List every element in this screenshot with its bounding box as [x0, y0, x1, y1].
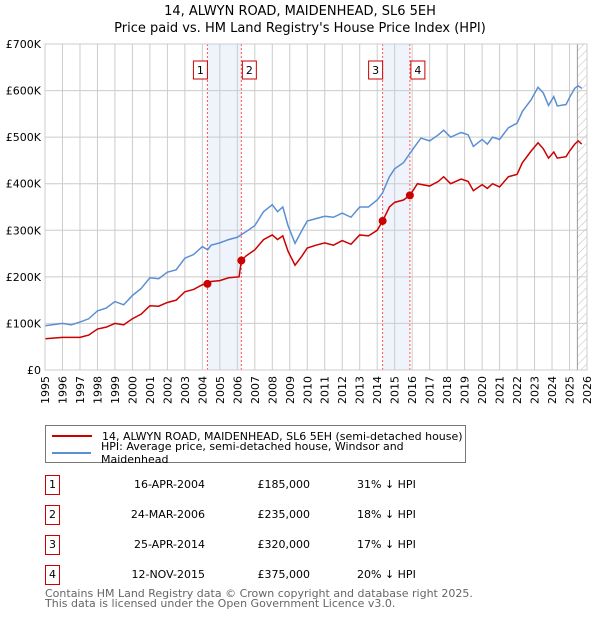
property-price-line [44, 139, 583, 340]
x-tick-label: 2011 [319, 376, 332, 404]
sale-date: 24-MAR-2006 [130, 508, 205, 521]
sale-price: £375,000 [257, 568, 311, 581]
x-tick-label: 2005 [214, 376, 227, 404]
sale-point [378, 216, 387, 225]
shaded-period [207, 44, 242, 370]
sale-label-box [410, 60, 426, 80]
sale-row: 1 16-APR-2004 £185,000 31% ↓ HPI [45, 475, 445, 495]
x-tick-label: 2017 [424, 376, 437, 404]
footer: Contains HM Land Registry data © Crown c… [45, 587, 473, 610]
x-tick-label: 2015 [389, 376, 402, 404]
x-tick-label: 2020 [476, 376, 489, 404]
y-tick-label: £600K [6, 85, 42, 98]
x-tick-label: 1995 [39, 376, 52, 404]
y-tick-label: £400K [6, 178, 42, 191]
sale-label-box [368, 60, 384, 80]
plot-frame [44, 43, 588, 371]
legend-label: HPI: Average price, semi-detached house,… [100, 440, 404, 466]
sale-hpi-diff: 31% ↓ HPI [357, 478, 416, 491]
sale-row: 2 24-MAR-2006 £235,000 18% ↓ HPI [45, 505, 445, 525]
sale-number-badge: 3 [45, 535, 60, 555]
legend-item-property: 14, ALWYN ROAD, MAIDENHEAD, SL6 5EH (sem… [52, 429, 463, 443]
red-line-swatch [52, 435, 92, 437]
x-tick-label: 2007 [249, 376, 262, 404]
x-tick-label: 2003 [179, 376, 192, 404]
sale-label-number: 1 [197, 64, 204, 77]
sale-date: 12-NOV-2015 [131, 568, 205, 581]
x-tick-label: 2000 [126, 376, 139, 404]
sale-hpi-diff: 17% ↓ HPI [357, 538, 416, 551]
sale-row: 3 25-APR-2014 £320,000 17% ↓ HPI [45, 535, 445, 555]
sale-label-box [192, 60, 208, 80]
y-tick-label: £0 [27, 364, 41, 377]
x-tick-label: 2014 [371, 376, 384, 404]
x-tick-label: 2023 [529, 376, 542, 404]
x-tick-label: 1998 [91, 376, 104, 404]
x-tick-label: 2025 [564, 376, 577, 404]
x-tick-label: 2026 [581, 376, 594, 404]
x-tick-label: 1996 [56, 376, 69, 404]
sale-price: £320,000 [257, 538, 311, 551]
forecast-hatch [577, 44, 587, 370]
x-tick-label: 2019 [459, 376, 472, 404]
y-tick-label: £300K [6, 224, 42, 237]
y-tick-label: £100K [6, 317, 42, 330]
x-tick-label: 2004 [196, 376, 209, 404]
price-chart: 1995 1996 1997 1998 1999 2000 2001 2002 2003 2004… [6, 38, 594, 404]
sale-label-number: 2 [246, 64, 253, 77]
legend-label: 14, ALWYN ROAD, MAIDENHEAD, SL6 5EH (sem… [102, 429, 463, 443]
x-tick-label: 2001 [144, 376, 157, 404]
sale-hpi-diff: 20% ↓ HPI [357, 568, 416, 581]
sale-number-badge: 1 [45, 475, 60, 495]
y-tick-label: £700K [6, 38, 42, 51]
x-tick-label: 2012 [336, 376, 349, 404]
x-tick-label: 2022 [511, 376, 524, 404]
x-tick-label: 2010 [301, 376, 314, 404]
sale-row: 4 12-NOV-2015 £375,000 20% ↓ HPI [45, 565, 445, 585]
sale-hpi-diff: 18% ↓ HPI [357, 508, 416, 521]
sale-date: 25-APR-2014 [133, 538, 205, 551]
sale-number-badge: 4 [45, 565, 60, 585]
sale-number-badge: 2 [45, 505, 60, 525]
sale-label-number: 3 [372, 64, 379, 77]
chart-subtitle: Price paid vs. HM Land Registry's House … [114, 21, 486, 36]
x-tick-label: 2016 [406, 376, 419, 404]
sale-point [405, 191, 414, 200]
x-tick-label: 2006 [231, 376, 244, 404]
sale-price: £235,000 [257, 508, 311, 521]
y-tick-label: £500K [6, 131, 42, 144]
x-tick-label: 2009 [284, 376, 297, 404]
x-tick-label: 2021 [494, 376, 507, 404]
y-tick-label: £200K [6, 271, 42, 284]
legend: 14, ALWYN ROAD, MAIDENHEAD, SL6 5EH (sem… [45, 425, 466, 466]
sale-label-number: 4 [414, 64, 421, 77]
sale-label-box [241, 60, 257, 80]
x-tick-label: 1997 [74, 376, 87, 404]
x-tick-label: 1999 [109, 376, 122, 404]
x-tick-label: 2018 [441, 376, 454, 404]
hpi-line [44, 85, 583, 327]
legend-item-hpi: HPI: Average price, semi-detached house,… [52, 440, 465, 466]
sale-point [237, 256, 246, 265]
sale-date: 16-APR-2004 [133, 478, 205, 491]
sale-price: £185,000 [257, 478, 311, 491]
footer-line: Contains HM Land Registry data © Crown c… [45, 587, 473, 600]
x-tick-label: 2002 [161, 376, 174, 404]
x-tick-label: 2024 [546, 376, 559, 404]
chart-title: 14, ALWYN ROAD, MAIDENHEAD, SL6 5EH [164, 4, 436, 19]
blue-line-swatch [52, 452, 91, 454]
sale-point [203, 279, 212, 288]
x-tick-label: 2013 [354, 376, 367, 404]
shaded-period [382, 44, 410, 370]
x-tick-label: 2008 [266, 376, 279, 404]
footer-line: This data is licensed under the Open Gov… [45, 597, 396, 610]
